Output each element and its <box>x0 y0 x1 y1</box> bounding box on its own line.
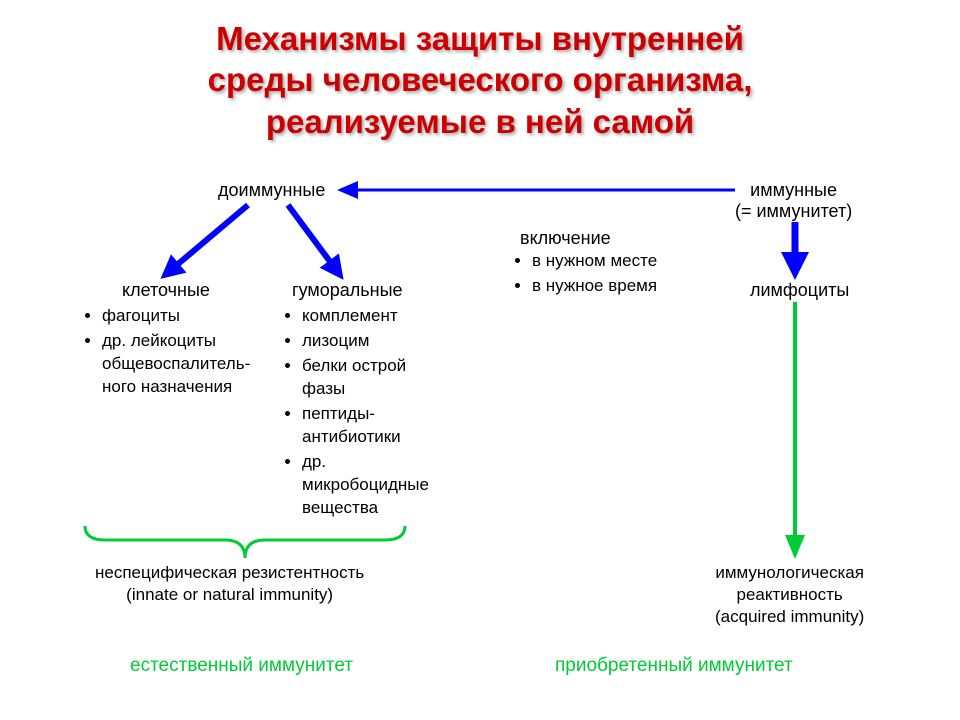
list-item: лизоцим <box>302 330 450 353</box>
list-item: белки острой фазы <box>302 355 450 401</box>
caption-immunoreact-l3: (acquired immunity) <box>715 607 864 626</box>
list-item: фагоциты <box>102 305 270 328</box>
node-immune: иммунные (= иммунитет) <box>735 180 852 222</box>
list-cellular: фагоцитыдр. лейкоциты общевоспалитель-но… <box>80 305 270 401</box>
caption-nonspecific: неспецифическая резистентность (innate o… <box>95 562 364 606</box>
slide-title: Механизмы защиты внутренней среды челове… <box>0 0 960 150</box>
label-natural: естественный иммунитет <box>130 655 353 677</box>
node-immune-l1: иммунные <box>750 180 837 200</box>
node-lymphocytes: лимфоциты <box>750 280 849 301</box>
node-inclusion: включение <box>520 228 611 249</box>
arrow-preimmune-to-humoral <box>288 205 340 275</box>
list-item: комплемент <box>302 305 450 328</box>
title-line-1: Механизмы защиты внутренней <box>216 20 744 57</box>
brace-nonspecific <box>85 526 405 558</box>
title-line-3: реализуемые в ней самой <box>266 103 694 140</box>
node-humoral: гуморальные <box>292 280 403 301</box>
list-item: пептиды-антибиотики <box>302 403 450 449</box>
title-line-2: среды человеческого организма, <box>208 61 753 98</box>
caption-immunoreact-l2: реактивность <box>736 585 842 604</box>
caption-nonspecific-l2: (innate or natural immunity) <box>126 585 333 604</box>
caption-immunoreact: иммунологическая реактивность (acquired … <box>715 562 864 628</box>
list-item: в нужное время <box>532 275 657 298</box>
list-item: др. лейкоциты общевоспалитель-ного назна… <box>102 330 270 399</box>
node-immune-l2: (= иммунитет) <box>735 201 852 221</box>
list-inclusion: в нужном местев нужное время <box>510 250 657 300</box>
arrow-preimmune-to-cellular <box>165 205 248 275</box>
caption-nonspecific-l1: неспецифическая резистентность <box>95 563 364 582</box>
caption-immunoreact-l1: иммунологическая <box>715 563 864 582</box>
list-humoral: комплементлизоцимбелки острой фазыпептид… <box>280 305 450 521</box>
list-item: в нужном месте <box>532 250 657 273</box>
node-preimmune: доиммунные <box>218 180 325 201</box>
list-item: др. микробоцидные вещества <box>302 451 450 520</box>
node-cellular: клеточные <box>122 280 210 301</box>
label-acquired: приобретенный иммунитет <box>555 655 793 677</box>
